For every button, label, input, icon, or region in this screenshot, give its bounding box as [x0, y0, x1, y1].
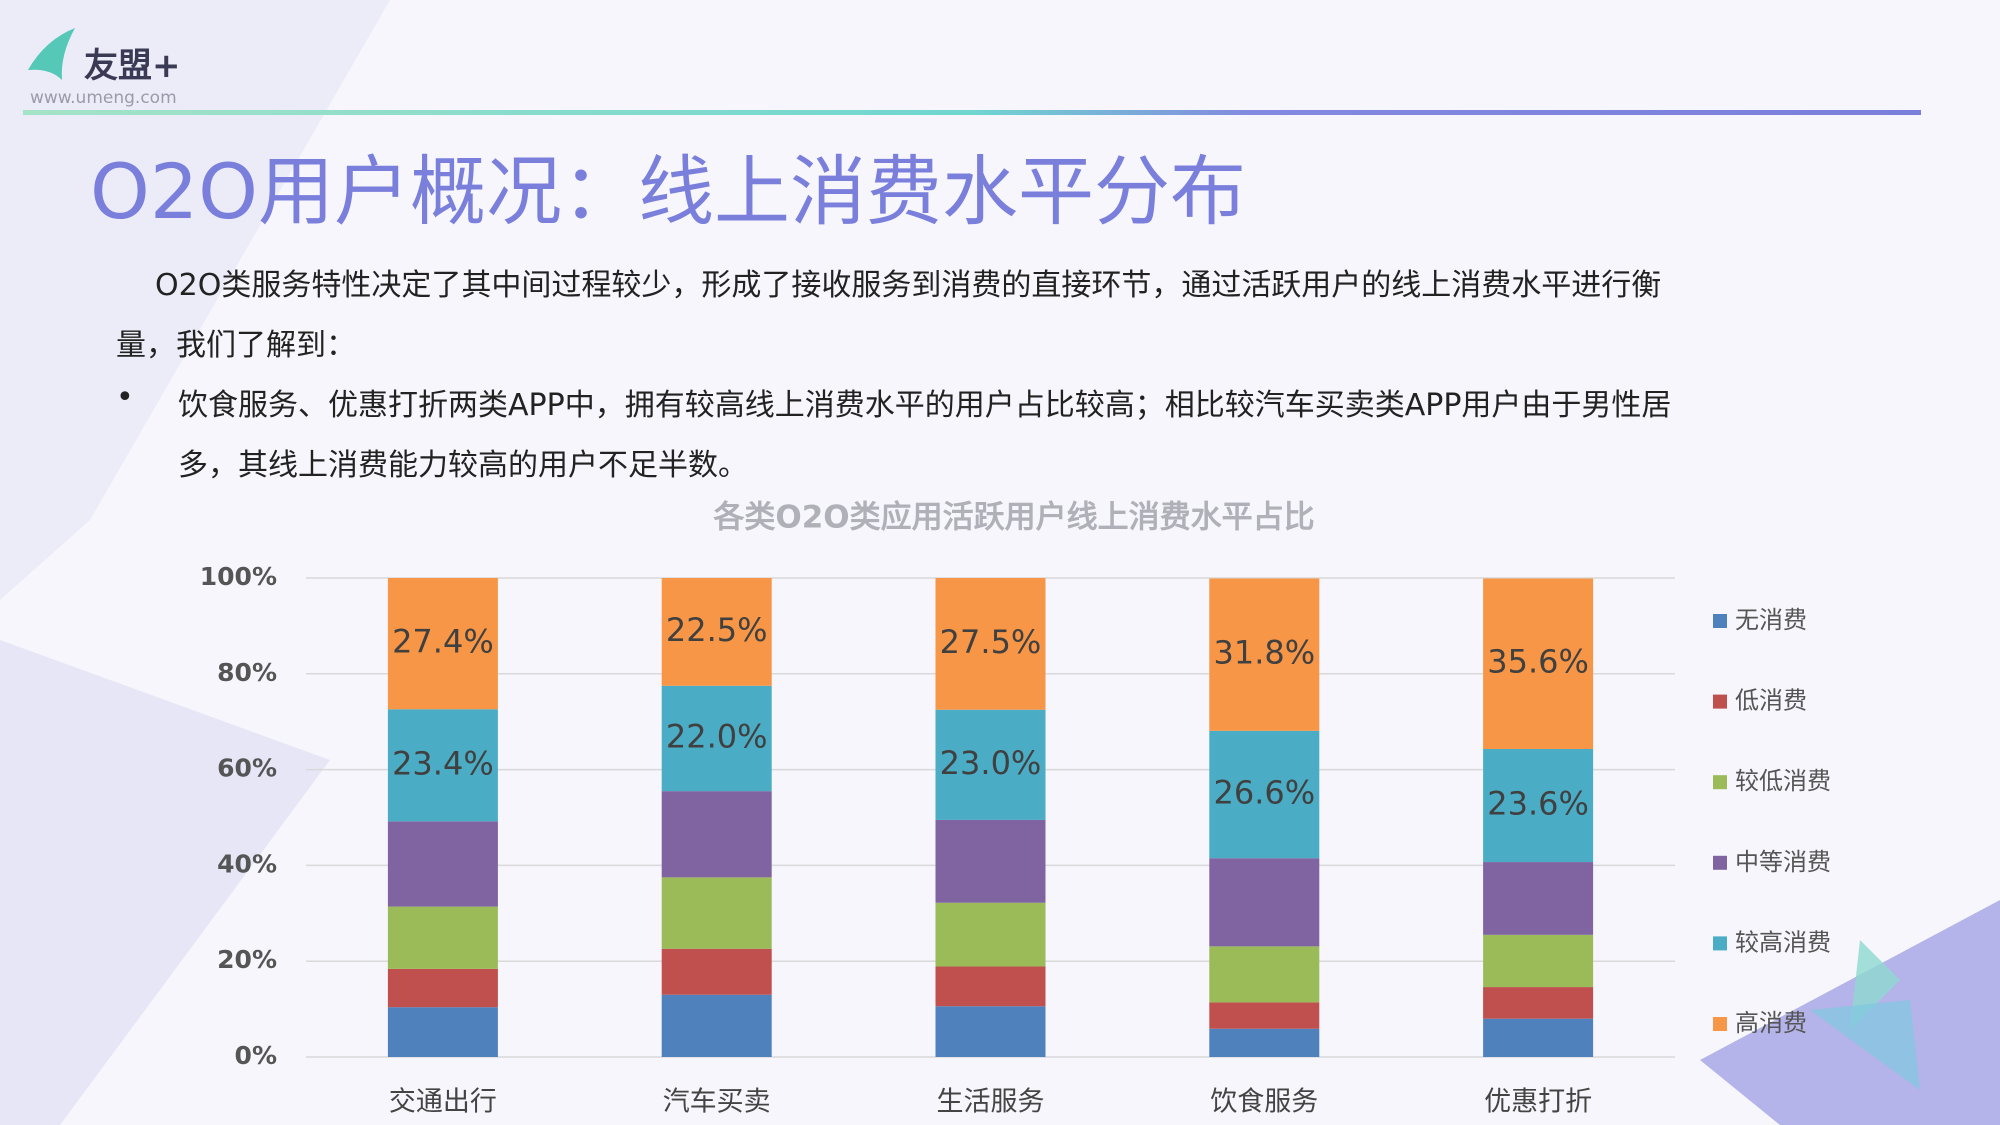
bar-segment	[1209, 578, 1320, 731]
bar-segment	[1209, 730, 1320, 859]
body-line: O2O类服务特性决定了其中间过程较少，形成了接收服务到消费的直接环节，通过活跃用…	[155, 268, 1662, 303]
legend-swatch	[1713, 855, 1727, 870]
logo-icon	[28, 28, 75, 80]
bar-segment	[661, 578, 772, 686]
x-tick-label: 生活服务	[937, 1087, 1045, 1118]
x-tick-label: 汽车买卖	[663, 1087, 771, 1118]
bullet-marker: •	[116, 380, 134, 415]
bar-segment	[387, 968, 498, 1008]
bar-segment	[935, 819, 1046, 903]
value-label: 31.8%	[1213, 634, 1315, 672]
value-label: 23.6%	[1487, 785, 1589, 823]
y-tick-label: 40%	[217, 849, 277, 878]
bar-segment	[387, 578, 498, 710]
x-tick-label: 饮食服务	[1210, 1087, 1318, 1118]
value-label: 22.5%	[666, 611, 768, 649]
bullet-line: 饮食服务、优惠打折两类APP中，拥有较高线上消费水平的用户占比较高；相比较汽车买…	[178, 388, 1672, 423]
value-label: 35.6%	[1487, 643, 1589, 681]
value-label: 22.0%	[666, 717, 768, 755]
bar-segment	[935, 966, 1046, 1007]
value-label: 27.5%	[940, 623, 1042, 661]
chart-title: 各类O2O类应用活跃用户线上消费水平占比	[712, 500, 1314, 536]
y-tick-label: 20%	[217, 945, 277, 974]
bar-segment	[661, 994, 772, 1057]
bar-segment	[935, 578, 1046, 710]
bar-segment	[661, 948, 772, 995]
bar-segment	[1483, 578, 1594, 750]
bar-segment	[387, 821, 498, 907]
slide-title: O2O用户概况：线上消费水平分布	[90, 147, 1246, 236]
legend-swatch	[1713, 614, 1727, 628]
y-tick-label: 80%	[217, 658, 277, 687]
y-tick-label: 60%	[217, 754, 277, 783]
bar-segment	[1209, 1002, 1320, 1029]
bar-segment	[387, 1007, 498, 1057]
x-tick-label: 交通出行	[389, 1087, 497, 1118]
legend-label: 中等消费	[1735, 848, 1831, 876]
body-line: 量，我们了解到：	[116, 328, 356, 363]
legend-label: 无消费	[1735, 606, 1807, 634]
divider	[23, 110, 1921, 115]
bar-segment	[661, 791, 772, 878]
bar-segment	[661, 877, 772, 949]
bar-segment	[1209, 858, 1320, 947]
bg-shape	[1810, 1000, 1920, 1090]
legend-swatch	[1713, 1017, 1727, 1031]
value-label: 26.6%	[1213, 774, 1315, 812]
legend-swatch	[1713, 694, 1727, 709]
bar-segment	[1483, 987, 1594, 1019]
bar-segment	[1483, 862, 1594, 935]
legend-label: 较低消费	[1735, 767, 1831, 795]
x-tick-label: 优惠打折	[1484, 1087, 1592, 1118]
bar-segment	[935, 1006, 1046, 1057]
logo-brand: 友盟+	[84, 46, 181, 86]
bar-segment	[387, 709, 498, 822]
bar-segment	[935, 709, 1046, 820]
y-tick-label: 0%	[235, 1041, 277, 1070]
value-label: 23.4%	[392, 744, 494, 782]
value-label: 23.0%	[940, 744, 1042, 782]
bg-shape	[0, 0, 390, 600]
bar-segment	[661, 685, 772, 792]
legend-label: 较高消费	[1735, 928, 1831, 956]
bar-segment	[1483, 749, 1594, 863]
bar-segment	[1483, 1018, 1594, 1057]
bg-shape	[0, 640, 330, 1125]
bar-segment	[1209, 1028, 1320, 1057]
logo-url: www.umeng.com	[30, 88, 177, 108]
bar-segment	[935, 902, 1046, 967]
y-tick-label: 100%	[200, 562, 277, 591]
bar-segment	[1209, 946, 1320, 1003]
bullet-line: 多，其线上消费能力较高的用户不足半数。	[178, 448, 748, 483]
legend-label: 高消费	[1735, 1009, 1807, 1037]
legend-label: 低消费	[1735, 687, 1807, 715]
legend-swatch	[1713, 775, 1727, 790]
value-label: 27.4%	[392, 623, 494, 661]
legend-swatch	[1713, 936, 1727, 951]
bar-segment	[1483, 934, 1594, 988]
bar-segment	[387, 906, 498, 969]
